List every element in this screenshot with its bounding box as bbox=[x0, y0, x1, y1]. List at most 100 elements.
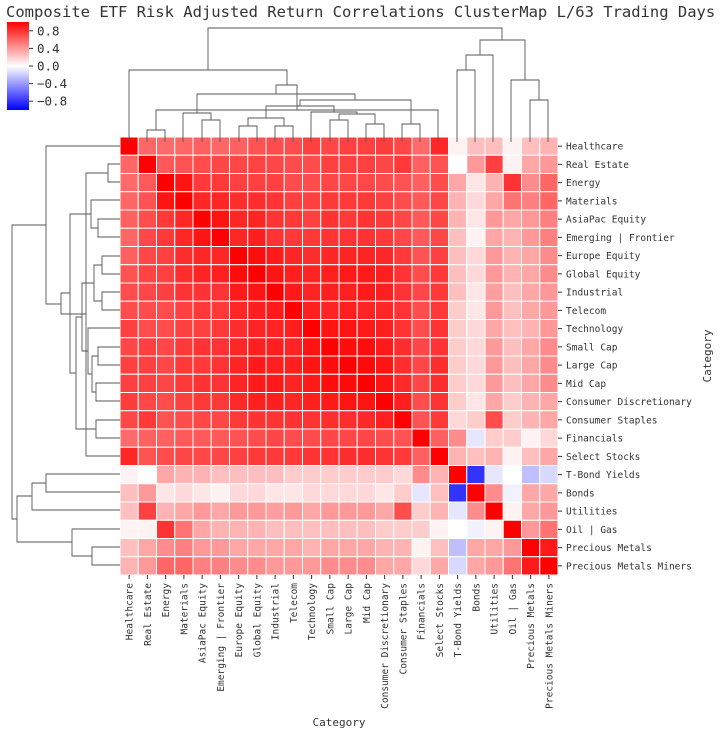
heatmap-cell bbox=[484, 373, 504, 393]
heatmap-cell bbox=[375, 410, 395, 430]
heatmap-cell bbox=[411, 392, 431, 412]
heatmap-cell bbox=[210, 428, 230, 448]
row-label: Materials bbox=[566, 196, 617, 207]
heatmap-cell bbox=[320, 191, 340, 211]
heatmap-cell bbox=[137, 373, 157, 393]
row-label: Telecom bbox=[566, 306, 606, 317]
heatmap-cell bbox=[429, 337, 449, 357]
heatmap-cell bbox=[265, 465, 285, 485]
row-label: AsiaPac Equity bbox=[566, 215, 646, 226]
heatmap-cell bbox=[174, 501, 194, 521]
heatmap-cell bbox=[448, 410, 468, 430]
dendrogram-link bbox=[69, 213, 91, 374]
heatmap-cell bbox=[502, 446, 522, 466]
heatmap-cell bbox=[539, 519, 559, 539]
heatmap-cell bbox=[119, 319, 139, 339]
heatmap-cell bbox=[283, 209, 303, 229]
heatmap-cell bbox=[119, 538, 139, 558]
heatmap-cell bbox=[502, 136, 522, 156]
heatmap-cell bbox=[356, 264, 376, 284]
heatmap-cell bbox=[429, 319, 449, 339]
heatmap-cell bbox=[302, 428, 322, 448]
heatmap-cell bbox=[502, 337, 522, 357]
heatmap-cell bbox=[356, 446, 376, 466]
heatmap-cell bbox=[174, 227, 194, 247]
heatmap-cell bbox=[411, 154, 431, 174]
dendrogram-link bbox=[456, 69, 476, 142]
heatmap-cell bbox=[302, 538, 322, 558]
heatmap-cell bbox=[283, 446, 303, 466]
heatmap-cell bbox=[247, 556, 267, 576]
heatmap-cell bbox=[119, 373, 139, 393]
heatmap-cell bbox=[466, 154, 486, 174]
heatmap-cell bbox=[466, 446, 486, 466]
heatmap-cell bbox=[356, 538, 376, 558]
heatmap-cell bbox=[356, 483, 376, 503]
heatmap-cell bbox=[539, 136, 559, 156]
colorbar-tick-label: −0.4 bbox=[37, 76, 67, 91]
heatmap-cell bbox=[229, 154, 249, 174]
dendrogram-link bbox=[101, 291, 120, 311]
heatmap-cell bbox=[229, 446, 249, 466]
heatmap-cell bbox=[521, 173, 541, 193]
heatmap-cell bbox=[466, 209, 486, 229]
heatmap-cell bbox=[192, 501, 212, 521]
heatmap-cell bbox=[466, 282, 486, 302]
heatmap-cell bbox=[119, 264, 139, 284]
heatmap-cell bbox=[302, 501, 322, 521]
dendrogram-link bbox=[465, 54, 494, 142]
heatmap-cell bbox=[156, 538, 176, 558]
heatmap-cell bbox=[429, 556, 449, 576]
heatmap-cell bbox=[265, 282, 285, 302]
heatmap-cell bbox=[210, 154, 230, 174]
heatmap-cell bbox=[192, 300, 212, 320]
heatmap-cell bbox=[521, 392, 541, 412]
heatmap-cell bbox=[466, 300, 486, 320]
heatmap-cell bbox=[156, 392, 176, 412]
heatmap-cell bbox=[521, 264, 541, 284]
heatmap-cell bbox=[137, 483, 157, 503]
heatmap-cell bbox=[466, 428, 486, 448]
heatmap-cell bbox=[320, 264, 340, 284]
heatmap-cell bbox=[210, 209, 230, 229]
heatmap-cell bbox=[174, 154, 194, 174]
heatmap-cell bbox=[229, 209, 249, 229]
heatmap-cell bbox=[484, 446, 504, 466]
heatmap-cell bbox=[375, 319, 395, 339]
heatmap-cell bbox=[393, 264, 413, 284]
heatmap-cell bbox=[119, 209, 139, 229]
column-label: Emerging | Frontier bbox=[216, 583, 227, 692]
dendrogram-link bbox=[97, 346, 120, 366]
heatmap-cell bbox=[192, 483, 212, 503]
heatmap-cell bbox=[192, 465, 212, 485]
heatmap-cell bbox=[521, 483, 541, 503]
heatmap-cell bbox=[338, 191, 358, 211]
heatmap-cell bbox=[484, 428, 504, 448]
heatmap-cell bbox=[393, 173, 413, 193]
heatmap-cell bbox=[265, 410, 285, 430]
heatmap-cell bbox=[192, 392, 212, 412]
heatmap-cell bbox=[119, 355, 139, 375]
heatmap-cell bbox=[539, 246, 559, 266]
heatmap-cell bbox=[375, 282, 395, 302]
heatmap-cell bbox=[119, 483, 139, 503]
heatmap-cell bbox=[119, 556, 139, 576]
heatmap-cell bbox=[137, 410, 157, 430]
row-label: Energy bbox=[566, 178, 601, 189]
heatmap-cell bbox=[356, 300, 376, 320]
heatmap-cell bbox=[502, 483, 522, 503]
dendrogram-link bbox=[45, 145, 120, 305]
heatmap-cell bbox=[539, 173, 559, 193]
heatmap-cell bbox=[156, 337, 176, 357]
heatmap-cell bbox=[265, 227, 285, 247]
heatmap-cell bbox=[119, 519, 139, 539]
heatmap-cell bbox=[229, 519, 249, 539]
heatmap-cell bbox=[429, 282, 449, 302]
heatmap-cell bbox=[229, 264, 249, 284]
row-label: Emerging | Frontier bbox=[566, 233, 675, 244]
heatmap-cell bbox=[247, 373, 267, 393]
heatmap-cell bbox=[210, 173, 230, 193]
heatmap-cell bbox=[265, 355, 285, 375]
heatmap-cell bbox=[265, 501, 285, 521]
heatmap-cell bbox=[247, 355, 267, 375]
